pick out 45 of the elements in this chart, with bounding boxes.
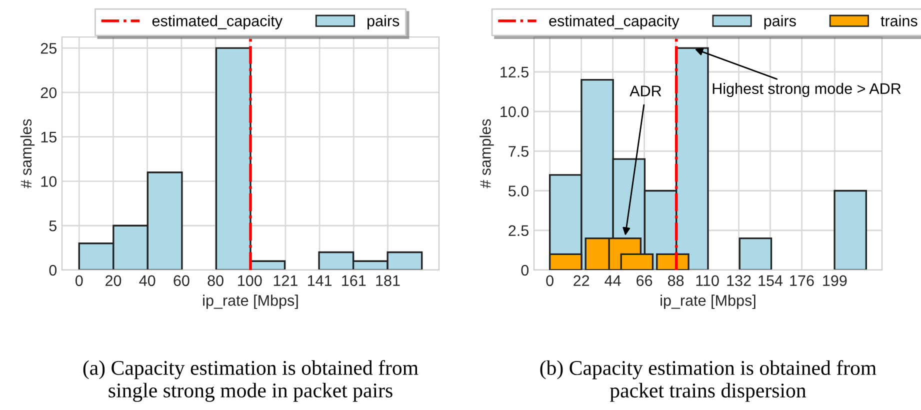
y-tick-label: 0 — [521, 264, 529, 276]
y-axis-title: # samples — [20, 119, 35, 188]
x-axis-title: ip_rate [Mbps] — [660, 294, 756, 309]
y-tick-label: 15 — [41, 132, 56, 143]
legend-label: pairs — [764, 15, 796, 30]
y-tick-label: 25 — [40, 42, 56, 54]
x-tick-label: 110 — [696, 275, 719, 286]
x-tick-label: 132 — [727, 275, 751, 286]
x-tick-label: 66 — [636, 275, 652, 286]
x-tick-label: 0 — [546, 275, 554, 286]
legend-label: estimated_capacity — [549, 15, 680, 30]
x-tick-label: 40 — [139, 275, 156, 286]
x-tick-label: 20 — [106, 275, 122, 286]
legend-label: pairs — [368, 15, 400, 30]
x-tick-label: 88 — [668, 275, 684, 286]
x-tick-label: 181 — [376, 275, 400, 286]
y-tick-label: 2.5 — [508, 225, 528, 236]
x-tick-label: 154 — [758, 275, 783, 286]
x-axis-title: ip_rate [Mbps] — [203, 294, 298, 309]
x-tick-label: 141 — [308, 275, 332, 286]
text: (b) Capacity estimation is obtained from packet trains dispersion — [540, 360, 876, 402]
y-tick-label: 7.5 — [508, 146, 528, 157]
annotation: ADR — [630, 86, 662, 96]
x-tick-label: 100 — [238, 275, 262, 286]
x-tick-label: 80 — [208, 275, 224, 286]
x-tick-label: 60 — [174, 275, 190, 286]
legend-label: estimated_capacity — [152, 15, 283, 30]
x-tick-label: 0 — [75, 275, 83, 286]
x-tick-label: 22 — [574, 275, 590, 286]
y-tick-label: 10.0 — [500, 106, 529, 118]
y-axis-title: # samples — [480, 119, 494, 188]
y-tick-label: 0 — [49, 264, 57, 276]
y-tick-label: 20 — [40, 87, 57, 98]
x-tick-label: 199 — [823, 275, 847, 286]
x-tick-label: 121 — [274, 275, 298, 286]
legend-label: trains — [880, 15, 918, 26]
annotation: Highest strong mode > ADR — [712, 82, 901, 98]
y-tick-label: 5.0 — [508, 186, 529, 196]
x-tick-label: 176 — [790, 275, 814, 286]
text: (a) Capacity estimation is obtained from single strong mode in packet pairs — [83, 360, 418, 402]
y-tick-label: 5 — [49, 220, 56, 232]
x-tick-label: 44 — [604, 275, 621, 286]
y-tick-label: 12.5 — [500, 66, 528, 78]
x-tick-label: 161 — [342, 275, 366, 286]
y-tick-label: 10 — [41, 176, 57, 187]
